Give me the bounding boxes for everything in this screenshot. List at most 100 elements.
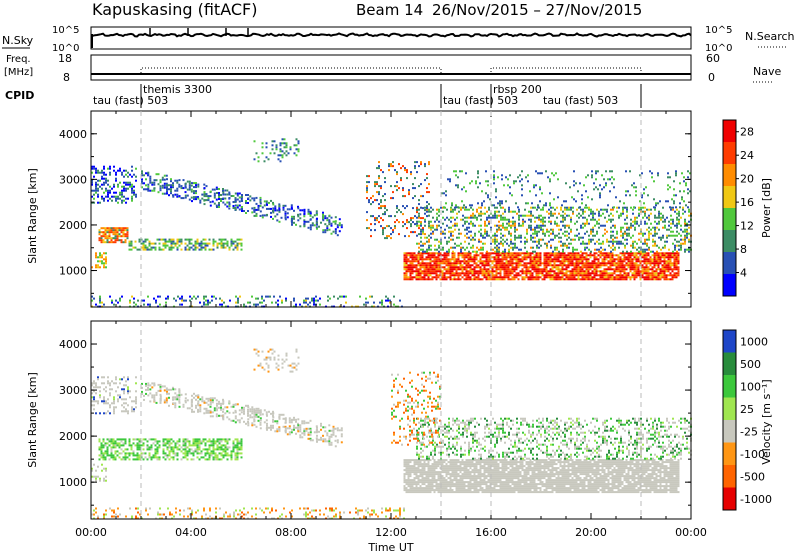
data-pixel (636, 266, 638, 268)
data-pixel (667, 184, 669, 186)
data-pixel (684, 239, 686, 241)
data-pixel (656, 260, 658, 262)
data-pixel (536, 278, 538, 280)
data-pixel (111, 241, 113, 243)
data-pixel (179, 390, 181, 392)
data-pixel (133, 192, 135, 194)
data-pixel (428, 211, 430, 213)
data-pixel (534, 270, 536, 272)
data-pixel (512, 260, 514, 262)
data-pixel (424, 264, 426, 266)
data-pixel (524, 262, 526, 264)
data-pixel (626, 217, 628, 219)
data-pixel (107, 180, 109, 182)
data-pixel (484, 233, 486, 235)
data-pixel (412, 183, 414, 185)
data-pixel (462, 215, 464, 217)
data-pixel (333, 221, 335, 223)
data-pixel (607, 204, 609, 206)
data-pixel (648, 260, 650, 262)
data-pixel (538, 247, 540, 249)
data-pixel (424, 274, 426, 276)
data-pixel (662, 237, 664, 239)
data-pixel (366, 211, 368, 213)
data-pixel (496, 254, 498, 256)
data-pixel (436, 225, 438, 227)
data-pixel (384, 181, 386, 183)
data-pixel (624, 233, 626, 235)
data-pixel (113, 412, 115, 414)
data-pixel (408, 221, 410, 223)
data-pixel (640, 260, 642, 262)
data-pixel (384, 207, 386, 209)
data-pixel (239, 243, 241, 245)
data-pixel (675, 174, 677, 176)
data-pixel (414, 260, 416, 262)
data-pixel (476, 278, 478, 280)
data-pixel (664, 219, 666, 221)
data-pixel (115, 233, 117, 235)
data-pixel (648, 239, 650, 241)
data-pixel (113, 166, 115, 168)
data-pixel (412, 258, 414, 260)
data-pixel (500, 258, 502, 260)
data-pixel (650, 256, 652, 258)
data-pixel (408, 258, 410, 260)
data-pixel (596, 274, 598, 276)
data-pixel (642, 207, 644, 209)
data-pixel (556, 235, 558, 237)
data-pixel (310, 228, 312, 230)
data-pixel (642, 251, 644, 253)
data-pixel (235, 421, 237, 423)
data-pixel (368, 227, 370, 229)
data-pixel (492, 270, 494, 272)
data-pixel (145, 172, 147, 174)
data-pixel (384, 193, 386, 195)
data-pixel (646, 229, 648, 231)
data-pixel (117, 229, 119, 231)
data-pixel (516, 256, 518, 258)
data-pixel (494, 247, 496, 249)
data-pixel (448, 272, 450, 274)
data-pixel (608, 256, 610, 258)
data-pixel (107, 410, 109, 412)
data-pixel (514, 274, 516, 276)
data-pixel (95, 170, 97, 172)
data-pixel (103, 241, 105, 243)
data-pixel (442, 231, 444, 233)
data-pixel (444, 278, 446, 280)
data-pixel (534, 264, 536, 266)
data-pixel (626, 272, 628, 274)
data-pixel (550, 264, 552, 266)
data-pixel (268, 208, 270, 210)
data-pixel (308, 221, 310, 223)
data-pixel (115, 200, 117, 202)
data-pixel (642, 264, 644, 266)
data-pixel (283, 205, 285, 207)
data-pixel (620, 262, 622, 264)
data-pixel (600, 262, 602, 264)
data-pixel (394, 221, 396, 223)
data-pixel (212, 201, 214, 203)
data-pixel (176, 396, 178, 398)
data-pixel (520, 252, 522, 254)
data-pixel (163, 245, 165, 247)
data-pixel (594, 270, 596, 272)
data-pixel (406, 256, 408, 258)
data-pixel (678, 219, 680, 221)
data-pixel (446, 217, 448, 219)
data-pixel (662, 270, 664, 272)
data-pixel (210, 415, 212, 417)
data-pixel (520, 254, 522, 256)
data-pixel (522, 223, 524, 225)
data-pixel (586, 243, 588, 245)
data-pixel (247, 197, 249, 199)
data-pixel (540, 258, 542, 260)
data-pixel (524, 247, 526, 249)
data-pixel (282, 156, 284, 158)
data-pixel (496, 211, 498, 213)
data-pixel (625, 190, 627, 192)
data-pixel (256, 408, 258, 410)
data-pixel (216, 409, 218, 411)
data-pixel (428, 254, 430, 256)
